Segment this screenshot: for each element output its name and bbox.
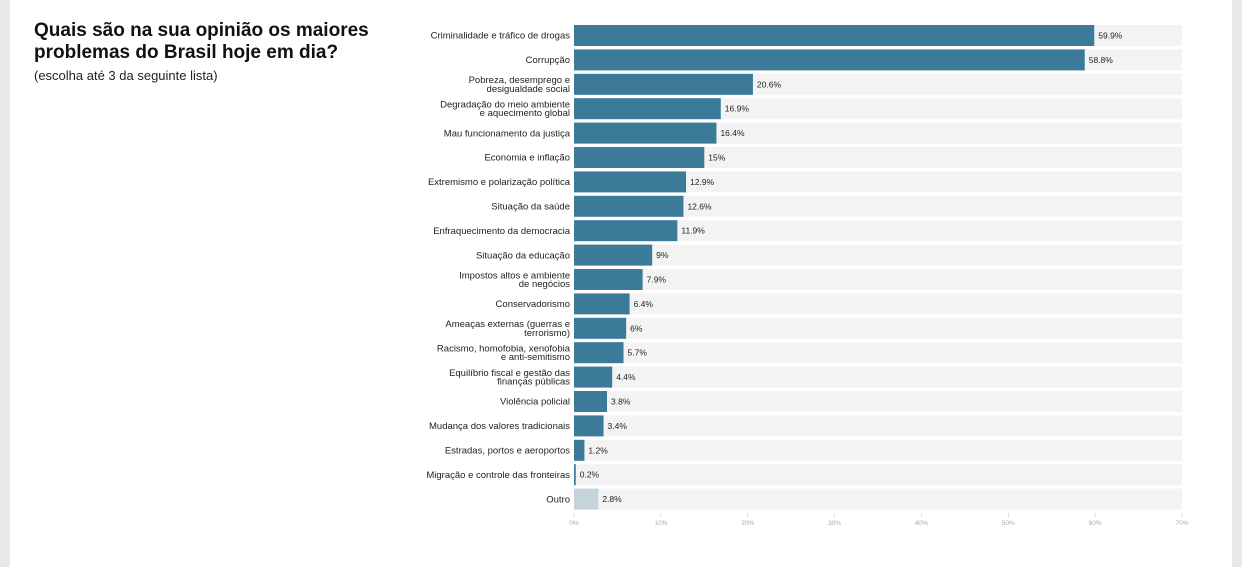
bar-track <box>574 317 1182 339</box>
axis-tick-label: 40% <box>915 520 928 527</box>
category-label: Situação da educação <box>476 250 570 261</box>
value-label: 1.2% <box>588 445 608 455</box>
bar-track <box>574 122 1182 144</box>
bar <box>574 147 705 168</box>
axis-tick-label: 0% <box>569 520 579 527</box>
category-label: Economia e inflação <box>484 153 570 164</box>
axis-tick-label: 30% <box>828 520 841 527</box>
chart-subtitle: (escolha até 3 da seguinte lista) <box>34 68 218 83</box>
bar <box>574 391 608 412</box>
bar-track <box>574 342 1182 364</box>
category-label: Racismo, homofobia, xenofobia e anti-semi… <box>437 344 571 364</box>
bar-track <box>574 147 1182 168</box>
bar-track <box>574 195 1182 217</box>
value-label: 59.9% <box>1098 31 1123 41</box>
bar <box>574 98 721 120</box>
value-label: 12.9% <box>690 177 715 187</box>
bar <box>574 171 687 193</box>
axis-tick-label: 50% <box>1002 520 1015 527</box>
bar <box>574 342 624 364</box>
bar <box>574 317 627 339</box>
bar <box>574 464 576 486</box>
bar-chart: Criminalidade e tráfico de drogas 59.9% Co… <box>426 25 1189 527</box>
category-label: Mudança dos valores tradicionais <box>429 421 570 432</box>
value-label: 12.6% <box>687 201 712 211</box>
category-label: Outro <box>546 494 570 505</box>
value-label: 16.9% <box>725 104 750 114</box>
value-label: 3.4% <box>608 421 628 431</box>
chart-card: Quais são na sua opinião os maiores prob… <box>10 0 1232 567</box>
bar <box>574 73 753 95</box>
bar <box>574 366 613 388</box>
chart-title: Quais são na sua opinião os maiores prob… <box>34 20 369 63</box>
value-label: 58.8% <box>1089 55 1114 65</box>
bar <box>574 439 585 461</box>
bar <box>574 49 1085 71</box>
bar-track <box>574 171 1182 193</box>
value-label: 9% <box>656 250 669 260</box>
category-label: Conservadorismo <box>496 299 570 310</box>
category-label: Ameaças externas (guerras e terrorismo) <box>445 319 570 339</box>
axis-tick-label: 20% <box>741 520 754 527</box>
category-label: Migração e controle das fronteiras <box>426 470 570 481</box>
category-label: Violência policial <box>500 397 570 408</box>
axis-tick-label: 10% <box>654 520 667 527</box>
bar-track <box>574 415 1182 437</box>
bar <box>574 220 678 242</box>
bar-track <box>574 98 1182 120</box>
category-label: Estradas, portos e aeroportos <box>445 446 570 457</box>
bar <box>574 195 684 217</box>
category-label: Criminalidade e tráfico de drogas <box>431 31 571 42</box>
value-label: 6% <box>630 323 643 333</box>
bar <box>574 293 630 315</box>
category-label: Extremismo e polarização política <box>428 177 571 188</box>
category-label: Impostos altos e ambiente de negócios <box>459 270 570 290</box>
value-label: 4.4% <box>616 372 636 382</box>
axis-tick-label: 60% <box>1089 520 1102 527</box>
category-label: Enfraquecimento da democracia <box>433 226 570 237</box>
bar-track <box>574 439 1182 461</box>
axis-tick-label: 70% <box>1175 520 1188 527</box>
value-label: 7.9% <box>647 275 667 285</box>
bar-track <box>574 244 1182 266</box>
category-label: Pobreza, desemprego e desigualdade social <box>469 75 570 95</box>
bar <box>574 122 717 144</box>
bar-track <box>574 220 1182 242</box>
value-label: 15% <box>708 153 725 163</box>
value-label: 16.4% <box>720 128 745 138</box>
value-label: 20.6% <box>757 79 782 89</box>
bar <box>574 488 599 510</box>
bar-track <box>574 366 1182 388</box>
bar <box>574 25 1095 46</box>
value-label: 3.8% <box>611 397 631 407</box>
bar <box>574 244 653 266</box>
value-label: 5.7% <box>628 348 648 358</box>
bar <box>574 269 643 290</box>
category-label: Degradação do meio ambiente e aquecimento… <box>440 100 570 120</box>
value-label: 2.8% <box>602 494 622 504</box>
category-label: Equilíbrio fiscal e gestão das finanças p… <box>449 368 570 388</box>
value-label: 11.9% <box>681 226 705 236</box>
category-label: Corrupção <box>526 55 570 66</box>
bar-track <box>574 391 1182 412</box>
bar-track <box>574 464 1182 486</box>
category-label: Mau funcionamento da justiça <box>444 128 571 139</box>
value-label: 6.4% <box>634 299 654 309</box>
bar <box>574 415 604 437</box>
bar-track <box>574 488 1182 510</box>
bar-track <box>574 293 1182 315</box>
category-label: Situação da saúde <box>491 202 570 213</box>
value-label: 0.2% <box>580 470 600 480</box>
bar-track <box>574 269 1182 290</box>
